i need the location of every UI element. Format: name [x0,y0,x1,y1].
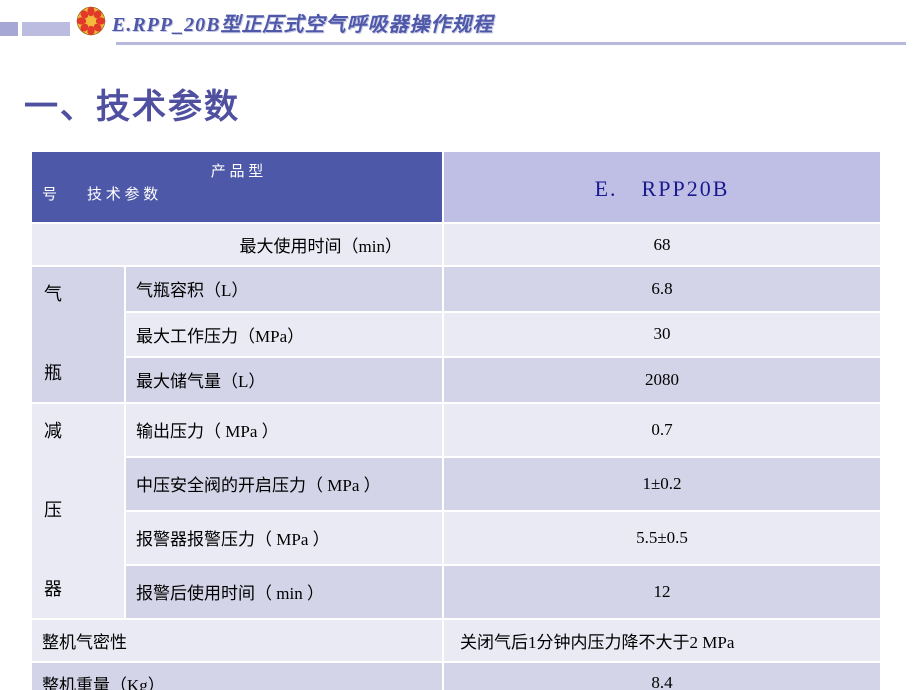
header-left-bottom: 号 技 术 参 数 [42,183,432,204]
param-label: 气瓶容积（L） [125,266,443,312]
section-title: 一、技术参数 [24,79,920,128]
spec-table: 产 品 型 号 技 术 参 数 E. RPP20B 最大使用时间（min） 68… [30,150,882,690]
param-value: 30 [443,312,881,358]
param-label: 整机重量（Kg） [31,662,443,690]
param-value: 12 [443,565,881,619]
cnpc-logo-icon [76,6,106,36]
param-value: 68 [443,223,881,266]
category-cell: 减压器 [31,403,125,619]
table-header-right: E. RPP20B [443,151,881,223]
param-value: 6.8 [443,266,881,312]
param-value: 0.7 [443,403,881,457]
header-left-top: 产 品 型 [42,160,432,183]
param-label: 输出压力（ MPa ） [125,403,443,457]
param-label: 中压安全阀的开启压力（ MPa ） [125,457,443,511]
header-decoration [0,8,70,36]
param-value: 关闭气后1分钟内压力降不大于2 MPa [443,619,881,662]
param-label: 最大工作压力（MPa） [125,312,443,358]
param-label: 整机气密性 [31,619,443,662]
table-header-left: 产 品 型 号 技 术 参 数 [31,151,443,223]
param-value: 1±0.2 [443,457,881,511]
param-label: 报警后使用时间（ min ） [125,565,443,619]
param-label: 报警器报警压力（ MPa ） [125,511,443,565]
param-value: 2080 [443,357,881,403]
slide-title: E.RPP_20B型正压式空气呼吸器操作规程 [112,8,493,37]
param-label: 最大储气量（L） [125,357,443,403]
header-underline [116,42,906,45]
param-value: 8.4 [443,662,881,690]
param-value: 5.5±0.5 [443,511,881,565]
header-bar: E.RPP_20B型正压式空气呼吸器操作规程 [0,8,920,44]
param-label: 最大使用时间（min） [31,223,443,266]
category-cell: 气瓶 [31,266,125,403]
